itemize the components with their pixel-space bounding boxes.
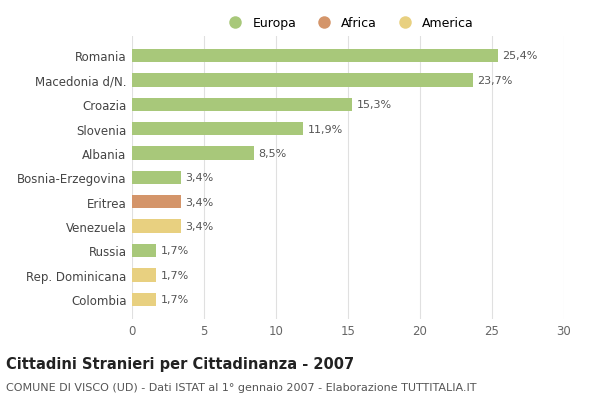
Bar [132, 293, 157, 306]
Text: 1,7%: 1,7% [161, 246, 189, 256]
Text: 1,7%: 1,7% [161, 294, 189, 304]
Text: 3,4%: 3,4% [185, 173, 214, 183]
Text: 3,4%: 3,4% [185, 197, 214, 207]
Bar [132, 147, 254, 160]
Text: 8,5%: 8,5% [259, 148, 287, 159]
Text: 25,4%: 25,4% [502, 52, 538, 61]
Bar [132, 196, 181, 209]
Text: 11,9%: 11,9% [308, 124, 343, 134]
Bar [132, 123, 304, 136]
Bar [132, 244, 157, 258]
Bar [132, 171, 181, 184]
Text: 1,7%: 1,7% [161, 270, 189, 280]
Bar [132, 220, 181, 233]
Legend: Europa, Africa, America: Europa, Africa, America [217, 12, 479, 35]
Text: COMUNE DI VISCO (UD) - Dati ISTAT al 1° gennaio 2007 - Elaborazione TUTTITALIA.I: COMUNE DI VISCO (UD) - Dati ISTAT al 1° … [6, 382, 476, 392]
Bar [132, 49, 498, 63]
Text: 23,7%: 23,7% [478, 76, 513, 85]
Bar [132, 268, 157, 282]
Bar [132, 74, 473, 88]
Bar [132, 98, 352, 112]
Text: 3,4%: 3,4% [185, 222, 214, 231]
Text: 15,3%: 15,3% [356, 100, 392, 110]
Text: Cittadini Stranieri per Cittadinanza - 2007: Cittadini Stranieri per Cittadinanza - 2… [6, 356, 354, 371]
